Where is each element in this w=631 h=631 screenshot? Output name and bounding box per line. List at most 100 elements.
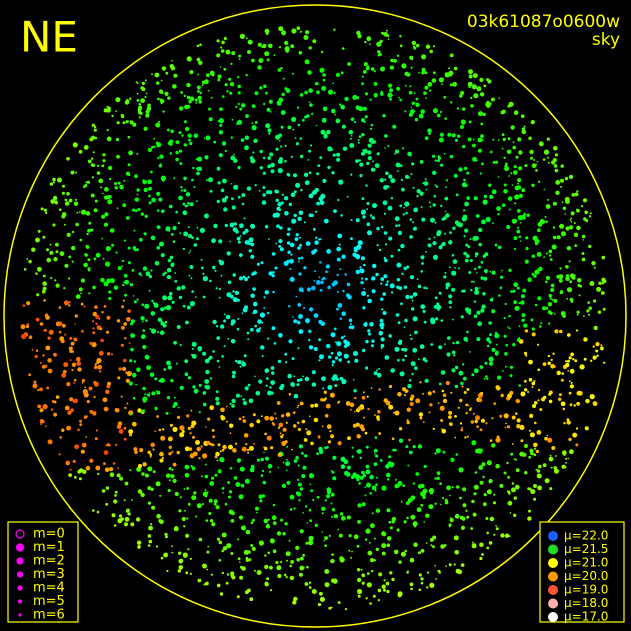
star xyxy=(268,99,273,104)
star xyxy=(424,92,427,95)
star xyxy=(253,443,256,445)
star xyxy=(491,270,496,275)
star xyxy=(278,157,283,162)
star xyxy=(324,544,328,547)
star xyxy=(134,197,139,202)
star xyxy=(319,261,322,264)
star xyxy=(322,73,326,77)
magnitude-marker xyxy=(16,571,24,578)
star xyxy=(106,315,111,320)
star xyxy=(183,488,186,490)
star xyxy=(161,209,165,213)
star xyxy=(371,485,377,491)
star xyxy=(435,448,441,454)
star xyxy=(163,552,169,558)
star xyxy=(216,166,221,171)
star xyxy=(528,455,532,459)
star xyxy=(147,534,152,538)
star xyxy=(470,104,474,108)
star xyxy=(351,446,354,449)
star xyxy=(143,232,147,236)
star xyxy=(251,546,256,551)
star xyxy=(197,90,200,93)
star xyxy=(518,325,521,327)
star xyxy=(588,215,592,218)
star xyxy=(295,456,299,460)
star xyxy=(114,494,117,497)
star xyxy=(152,470,156,474)
star xyxy=(301,474,306,479)
star xyxy=(410,361,416,367)
star xyxy=(361,277,364,280)
star xyxy=(324,582,330,588)
star xyxy=(419,381,422,384)
star xyxy=(92,509,95,512)
star xyxy=(39,419,45,424)
star xyxy=(462,376,467,381)
star xyxy=(403,266,408,271)
star xyxy=(516,209,521,213)
star xyxy=(528,429,531,432)
star xyxy=(68,301,71,304)
star xyxy=(495,343,498,346)
star xyxy=(410,109,415,114)
star xyxy=(531,183,535,187)
star xyxy=(235,393,241,398)
star xyxy=(132,122,137,127)
star xyxy=(336,257,341,262)
star xyxy=(262,171,266,175)
star xyxy=(136,188,140,192)
star xyxy=(165,226,171,232)
star xyxy=(195,296,197,298)
star xyxy=(345,608,348,611)
star xyxy=(336,157,341,162)
star xyxy=(201,84,204,87)
star xyxy=(106,195,111,200)
star xyxy=(561,450,567,456)
star xyxy=(319,67,325,73)
star xyxy=(339,103,342,106)
star xyxy=(326,343,331,349)
star xyxy=(73,201,79,206)
star xyxy=(380,66,385,72)
star xyxy=(529,432,535,438)
star xyxy=(353,351,358,356)
star xyxy=(80,278,85,283)
star xyxy=(567,457,570,460)
star xyxy=(263,446,266,449)
star xyxy=(147,147,152,152)
star xyxy=(545,220,548,224)
star xyxy=(190,409,193,412)
star xyxy=(258,494,263,499)
star xyxy=(460,125,464,129)
star xyxy=(389,283,395,289)
star xyxy=(529,413,534,418)
star xyxy=(28,373,32,377)
star xyxy=(475,415,480,421)
star xyxy=(206,550,210,554)
star xyxy=(560,311,566,316)
star xyxy=(394,346,400,352)
star xyxy=(53,257,58,262)
star xyxy=(228,444,233,450)
star xyxy=(405,294,410,300)
star xyxy=(207,417,211,421)
star xyxy=(224,150,227,152)
star xyxy=(425,250,427,253)
star xyxy=(404,201,410,207)
star xyxy=(267,312,270,315)
star xyxy=(428,411,431,414)
star xyxy=(446,352,451,357)
star xyxy=(369,98,372,101)
star xyxy=(576,190,579,193)
star xyxy=(531,332,536,337)
star xyxy=(380,277,385,281)
star xyxy=(441,241,446,247)
star xyxy=(239,575,244,580)
star xyxy=(116,207,119,210)
star xyxy=(510,290,513,293)
star xyxy=(204,379,210,384)
star xyxy=(505,343,509,347)
star xyxy=(148,539,153,544)
star xyxy=(200,266,204,270)
